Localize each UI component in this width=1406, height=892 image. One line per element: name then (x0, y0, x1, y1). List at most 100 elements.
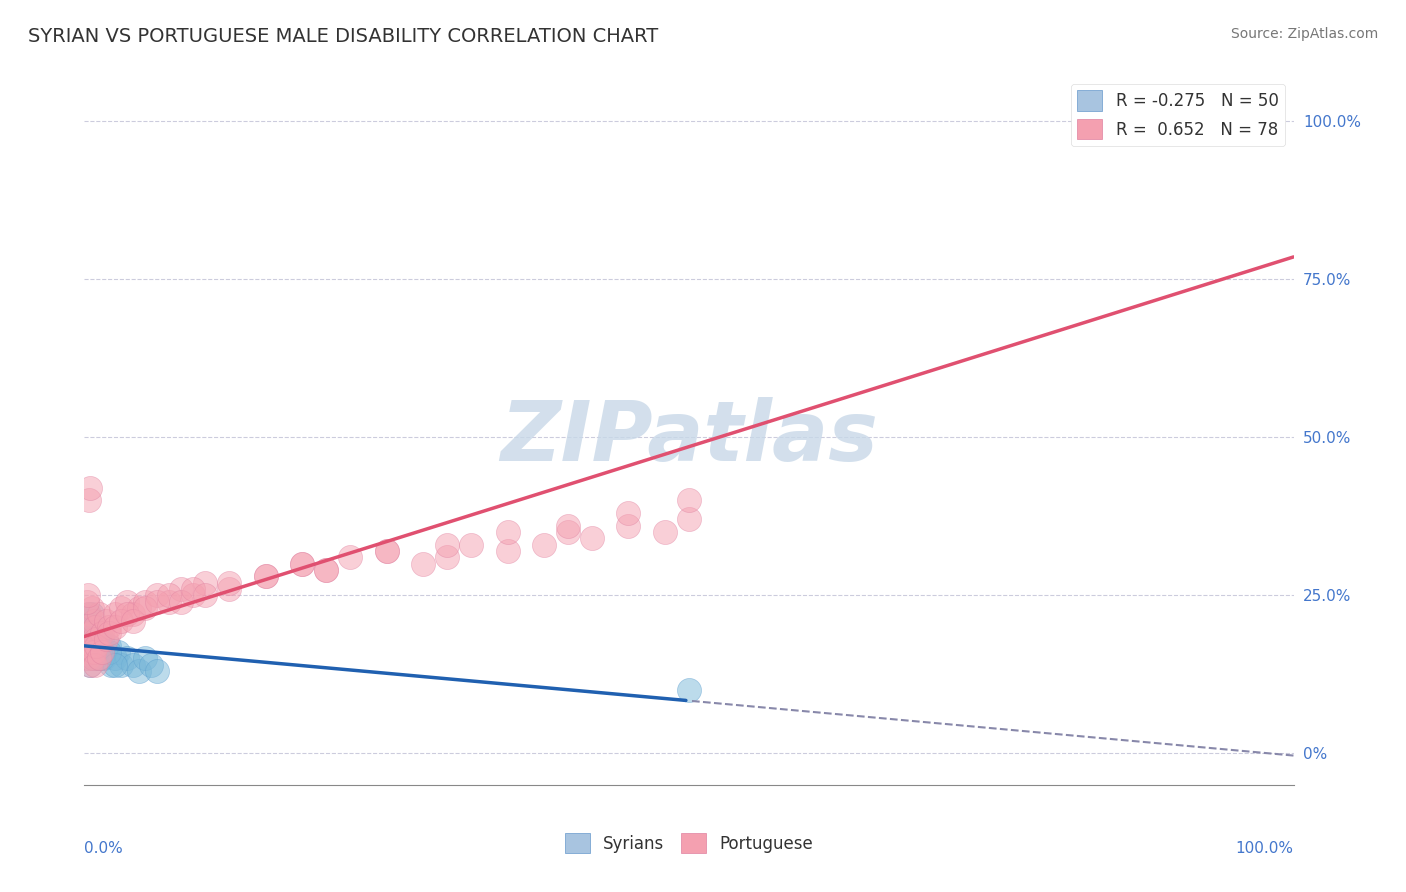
Point (86, 639, 108, 653)
Point (134, 600, 156, 615)
Point (86, 632, 108, 647)
Point (533, 538, 555, 552)
Point (77, 493, 100, 508)
Point (194, 588, 217, 602)
Point (291, 557, 314, 571)
Point (94, 614, 117, 628)
Point (496, 524, 519, 539)
Point (291, 557, 314, 571)
Point (77, 607, 100, 622)
Text: SYRIAN VS PORTUGUESE MALE DISABILITY CORRELATION CHART: SYRIAN VS PORTUGUESE MALE DISABILITY COR… (28, 27, 658, 45)
Point (84, 657, 107, 672)
Point (128, 664, 150, 678)
Point (87, 632, 110, 647)
Point (104, 657, 127, 672)
Point (86, 645, 108, 659)
Point (83, 614, 105, 628)
Point (100, 657, 122, 672)
Point (678, 683, 700, 698)
Point (84, 620, 107, 634)
Point (315, 563, 337, 577)
Point (77, 620, 100, 634)
Point (82, 632, 104, 647)
Point (134, 651, 156, 665)
Point (80, 607, 103, 622)
Point (1222, 113, 1244, 128)
Point (82, 645, 104, 659)
Point (460, 538, 482, 552)
Text: 0.0%: 0.0% (84, 840, 124, 855)
Point (436, 550, 458, 565)
Point (87, 651, 110, 665)
Point (94, 632, 117, 647)
Point (91, 645, 114, 659)
Point (76, 639, 98, 653)
Point (134, 594, 156, 608)
Point (82, 632, 104, 647)
Point (678, 512, 700, 526)
Point (170, 582, 193, 596)
Point (104, 651, 127, 665)
Point (83, 632, 105, 647)
Point (110, 600, 132, 615)
Point (82, 651, 104, 665)
Point (97, 639, 120, 653)
Point (146, 594, 169, 608)
Point (121, 614, 143, 628)
Point (678, 493, 700, 508)
Point (194, 575, 217, 590)
Point (82, 626, 104, 640)
Point (157, 588, 180, 602)
Point (83, 651, 105, 665)
Text: ZIPatlas: ZIPatlas (501, 397, 877, 477)
Point (315, 563, 337, 577)
Point (339, 550, 361, 565)
Point (80, 632, 103, 647)
Point (139, 657, 162, 672)
Legend: Syrians, Portuguese: Syrians, Portuguese (558, 827, 820, 860)
Point (157, 594, 180, 608)
Point (496, 544, 519, 558)
Point (128, 600, 150, 615)
Point (83, 645, 105, 659)
Point (79, 620, 101, 634)
Point (82, 620, 104, 634)
Point (86, 645, 108, 659)
Point (375, 544, 398, 558)
Point (181, 582, 204, 596)
Point (617, 506, 640, 520)
Point (557, 518, 579, 533)
Point (84, 639, 107, 653)
Point (91, 651, 114, 665)
Point (80, 639, 103, 653)
Point (581, 531, 603, 545)
Point (146, 664, 169, 678)
Point (84, 645, 107, 659)
Point (83, 639, 105, 653)
Point (86, 632, 108, 647)
Point (76, 594, 98, 608)
Point (97, 645, 120, 659)
Point (80, 639, 103, 653)
Point (90, 645, 112, 659)
Point (91, 632, 114, 647)
Text: 100.0%: 100.0% (1236, 840, 1294, 855)
Point (84, 626, 107, 640)
Point (87, 651, 110, 665)
Point (375, 544, 398, 558)
Point (170, 594, 193, 608)
Point (110, 657, 132, 672)
Point (77, 651, 100, 665)
Point (121, 657, 143, 672)
Point (77, 651, 100, 665)
Point (121, 607, 143, 622)
Point (77, 607, 100, 622)
Point (97, 626, 120, 640)
Point (87, 607, 110, 622)
Point (1246, 120, 1268, 135)
Point (76, 620, 98, 634)
Point (218, 582, 240, 596)
Point (254, 569, 277, 583)
Point (79, 657, 101, 672)
Point (89, 639, 111, 653)
